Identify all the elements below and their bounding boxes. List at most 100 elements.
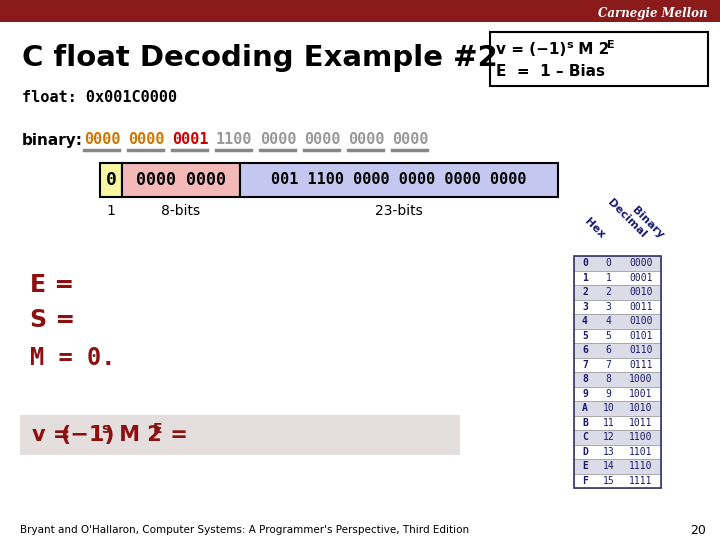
Text: B: B [582, 418, 588, 428]
Text: 0000 0000: 0000 0000 [136, 171, 226, 189]
Text: 0001: 0001 [629, 273, 653, 283]
Bar [20, 415, 460, 455]
Text: 0: 0 [606, 258, 611, 268]
Text: 10: 10 [603, 403, 614, 413]
Bar [574, 256, 661, 271]
Bar [574, 357, 661, 372]
Text: 14: 14 [603, 461, 614, 471]
Bar [490, 32, 708, 86]
Bar [122, 163, 240, 197]
Text: 15: 15 [603, 476, 614, 486]
Text: 8-bits: 8-bits [161, 204, 201, 218]
Text: 1000: 1000 [629, 374, 653, 384]
Bar [574, 444, 661, 459]
Bar [574, 387, 661, 401]
Text: 1110: 1110 [629, 461, 653, 471]
Text: 2: 2 [606, 287, 611, 297]
Bar [574, 256, 661, 488]
Text: D: D [582, 447, 588, 457]
Text: C float Decoding Example #2: C float Decoding Example #2 [22, 44, 498, 72]
Text: 8: 8 [582, 374, 588, 384]
Bar [574, 328, 661, 343]
Text: 0000: 0000 [84, 132, 120, 147]
Bar [0, 0, 720, 22]
Text: Bryant and O'Hallaron, Computer Systems: A Programmer's Perspective, Third Editi: Bryant and O'Hallaron, Computer Systems:… [20, 525, 469, 535]
Text: 0000: 0000 [260, 132, 297, 147]
Text: 13: 13 [603, 447, 614, 457]
Bar [574, 401, 661, 415]
Text: 0001: 0001 [172, 132, 209, 147]
Text: E: E [607, 40, 615, 50]
Text: 1: 1 [107, 204, 115, 218]
Text: 0000: 0000 [348, 132, 384, 147]
Text: binary:: binary: [22, 132, 83, 147]
Text: 2: 2 [582, 287, 588, 297]
Text: 6: 6 [582, 345, 588, 355]
Text: 6: 6 [606, 345, 611, 355]
Text: 5: 5 [606, 330, 611, 341]
Text: 4: 4 [582, 316, 588, 326]
Text: S =: S = [30, 308, 75, 332]
Bar [574, 459, 661, 474]
Text: E: E [153, 422, 163, 436]
Text: 23-bits: 23-bits [375, 204, 423, 218]
Text: 0000: 0000 [128, 132, 164, 147]
Text: 11: 11 [603, 418, 614, 428]
Text: 0011: 0011 [629, 302, 653, 312]
Text: M = 0.: M = 0. [30, 346, 115, 370]
Text: 0: 0 [582, 258, 588, 268]
Text: 0: 0 [106, 171, 117, 189]
Text: 3: 3 [606, 302, 611, 312]
Text: Decimal: Decimal [606, 198, 648, 240]
Text: v = (−1): v = (−1) [496, 43, 566, 57]
Text: 5: 5 [582, 330, 588, 341]
Text: 0100: 0100 [629, 316, 653, 326]
Bar [574, 314, 661, 328]
Text: C: C [582, 432, 588, 442]
Text: 1111: 1111 [629, 476, 653, 486]
Text: 0101: 0101 [629, 330, 653, 341]
Bar [240, 163, 558, 197]
Bar [100, 163, 122, 197]
Text: M 2: M 2 [112, 425, 162, 445]
Text: 0111: 0111 [629, 360, 653, 370]
Text: 7: 7 [606, 360, 611, 370]
Text: 001 1100 0000 0000 0000 0000: 001 1100 0000 0000 0000 0000 [271, 172, 527, 187]
Text: Hex: Hex [583, 216, 607, 240]
Text: s: s [566, 40, 572, 50]
Text: 0110: 0110 [629, 345, 653, 355]
Text: 1: 1 [582, 273, 588, 283]
Bar [574, 415, 661, 430]
Text: Carnegie Mellon: Carnegie Mellon [598, 8, 708, 21]
Text: 1001: 1001 [629, 389, 653, 399]
Text: (−1): (−1) [60, 425, 114, 445]
Text: 3: 3 [582, 302, 588, 312]
Text: v =: v = [32, 425, 78, 445]
Text: 9: 9 [582, 389, 588, 399]
Bar [574, 285, 661, 300]
Text: 0000: 0000 [304, 132, 341, 147]
Text: 1: 1 [606, 273, 611, 283]
Text: s: s [101, 422, 109, 436]
Text: F: F [582, 476, 588, 486]
Text: Binary: Binary [630, 205, 665, 240]
Text: 1100: 1100 [216, 132, 253, 147]
Bar [574, 343, 661, 357]
Text: 1101: 1101 [629, 447, 653, 457]
Text: 9: 9 [606, 389, 611, 399]
Text: 1010: 1010 [629, 403, 653, 413]
Text: M 2: M 2 [573, 43, 609, 57]
Text: 20: 20 [690, 523, 706, 537]
Text: E  =  1 – Bias: E = 1 – Bias [496, 64, 605, 79]
Text: 4: 4 [606, 316, 611, 326]
Bar [574, 300, 661, 314]
Text: E =: E = [30, 273, 74, 297]
Text: 0010: 0010 [629, 287, 653, 297]
Text: 0000: 0000 [629, 258, 653, 268]
Text: 1100: 1100 [629, 432, 653, 442]
Bar [574, 372, 661, 387]
Bar [574, 474, 661, 488]
Text: E: E [582, 461, 588, 471]
Text: 1011: 1011 [629, 418, 653, 428]
Text: A: A [582, 403, 588, 413]
